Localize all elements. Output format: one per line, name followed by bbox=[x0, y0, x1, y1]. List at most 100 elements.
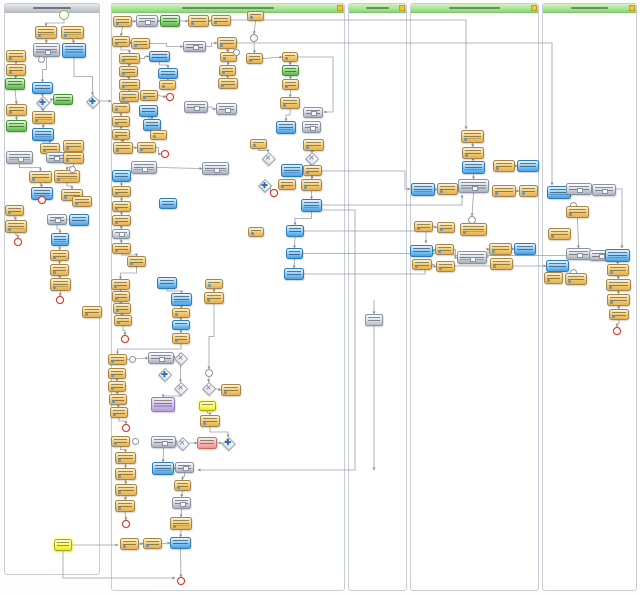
task-node[interactable] bbox=[119, 66, 138, 77]
lane-collapse-icon[interactable] bbox=[337, 5, 343, 11]
task-node[interactable] bbox=[5, 220, 27, 233]
task-node[interactable] bbox=[566, 206, 589, 218]
task-node[interactable] bbox=[150, 130, 167, 140]
end-event[interactable] bbox=[166, 93, 174, 101]
task-node[interactable] bbox=[50, 250, 69, 261]
task-node[interactable] bbox=[115, 452, 136, 464]
intermediate-event[interactable] bbox=[132, 438, 139, 445]
status-task-node[interactable] bbox=[158, 68, 178, 79]
status-task-node[interactable] bbox=[171, 293, 192, 306]
end-event[interactable] bbox=[122, 520, 130, 528]
task-node[interactable] bbox=[437, 222, 455, 233]
task-node[interactable] bbox=[248, 227, 264, 237]
task-node[interactable] bbox=[607, 294, 630, 306]
subprocess-node[interactable] bbox=[216, 103, 237, 115]
task-node[interactable] bbox=[29, 171, 52, 183]
task-node[interactable] bbox=[110, 407, 128, 418]
subprocess-node[interactable] bbox=[202, 162, 229, 175]
task-node[interactable] bbox=[282, 52, 298, 62]
task-node[interactable] bbox=[461, 130, 484, 143]
parallel-gateway[interactable]: ✚ bbox=[36, 96, 51, 111]
status-task-node[interactable] bbox=[159, 198, 177, 209]
status-task-node[interactable] bbox=[170, 537, 191, 549]
subprocess-node[interactable] bbox=[303, 107, 323, 118]
subprocess-node[interactable] bbox=[592, 184, 616, 196]
task-node[interactable] bbox=[113, 16, 132, 27]
subprocess-node[interactable] bbox=[183, 41, 206, 52]
end-event[interactable] bbox=[177, 577, 185, 585]
status-task-node[interactable] bbox=[172, 320, 190, 330]
subprocess-node[interactable] bbox=[458, 179, 489, 193]
task-node[interactable] bbox=[63, 152, 84, 164]
task-node[interactable] bbox=[6, 104, 27, 116]
lane-collapse-icon[interactable] bbox=[629, 5, 635, 11]
end-event[interactable] bbox=[38, 196, 46, 204]
highlighted-task-node[interactable] bbox=[54, 539, 72, 551]
task-node[interactable] bbox=[112, 201, 131, 212]
status-task-node[interactable] bbox=[51, 233, 69, 246]
task-node[interactable] bbox=[50, 278, 71, 291]
data-object-node[interactable] bbox=[365, 314, 383, 326]
task-node[interactable] bbox=[111, 436, 130, 447]
task-node[interactable] bbox=[113, 303, 131, 314]
task-node[interactable] bbox=[72, 196, 92, 207]
intermediate-event[interactable] bbox=[69, 166, 76, 173]
exclusive-gateway[interactable]: ✕ bbox=[176, 437, 190, 451]
subprocess-node[interactable] bbox=[148, 352, 174, 364]
subprocess-node[interactable] bbox=[151, 436, 176, 448]
task-node[interactable] bbox=[112, 129, 130, 140]
task-node[interactable] bbox=[172, 308, 190, 318]
success-task-node[interactable] bbox=[160, 15, 180, 27]
success-task-node[interactable] bbox=[282, 65, 299, 76]
end-event[interactable] bbox=[161, 150, 169, 158]
task-node[interactable] bbox=[607, 264, 629, 276]
task-node[interactable] bbox=[112, 116, 130, 127]
status-task-node[interactable] bbox=[605, 249, 630, 262]
task-node[interactable] bbox=[303, 165, 322, 176]
task-node[interactable] bbox=[280, 97, 300, 109]
subprocess-node[interactable] bbox=[302, 121, 321, 133]
parallel-gateway[interactable]: ✚ bbox=[258, 179, 273, 194]
task-node[interactable] bbox=[54, 170, 80, 183]
task-node[interactable] bbox=[61, 26, 84, 39]
end-event[interactable] bbox=[56, 296, 64, 304]
task-node[interactable] bbox=[63, 140, 84, 152]
task-node[interactable] bbox=[174, 480, 191, 491]
subprocess-node[interactable] bbox=[6, 151, 33, 164]
error-task-node[interactable] bbox=[197, 437, 217, 449]
end-event[interactable] bbox=[14, 238, 22, 246]
task-node[interactable] bbox=[437, 183, 458, 195]
task-node[interactable] bbox=[170, 517, 192, 530]
intermediate-event[interactable] bbox=[205, 369, 213, 377]
task-node[interactable] bbox=[492, 185, 516, 197]
exclusive-gateway[interactable]: ✕ bbox=[305, 152, 320, 167]
status-task-node[interactable] bbox=[69, 214, 89, 226]
task-node[interactable] bbox=[115, 468, 136, 480]
task-node[interactable] bbox=[282, 79, 299, 90]
subprocess-node[interactable] bbox=[184, 101, 208, 113]
task-node[interactable] bbox=[609, 309, 629, 320]
lane-header-1[interactable] bbox=[5, 4, 99, 13]
task-node[interactable] bbox=[32, 111, 55, 124]
status-task-node[interactable] bbox=[462, 161, 485, 174]
subprocess-node[interactable] bbox=[131, 161, 157, 174]
status-task-node[interactable] bbox=[517, 160, 539, 172]
task-node[interactable] bbox=[140, 90, 158, 101]
task-node[interactable] bbox=[109, 394, 127, 405]
task-node[interactable] bbox=[108, 354, 127, 365]
subprocess-node[interactable] bbox=[457, 251, 487, 264]
exclusive-gateway[interactable]: ✕ bbox=[202, 382, 217, 397]
subprocess-node[interactable] bbox=[47, 214, 67, 225]
exclusive-gateway[interactable]: ✕ bbox=[174, 352, 189, 367]
status-task-node[interactable] bbox=[301, 199, 322, 212]
task-node[interactable] bbox=[519, 185, 538, 197]
parallel-gateway[interactable]: ✚ bbox=[86, 95, 101, 110]
task-node[interactable] bbox=[565, 273, 587, 285]
subprocess-node[interactable] bbox=[112, 229, 130, 239]
lane-header-3[interactable] bbox=[349, 4, 406, 13]
task-node[interactable] bbox=[490, 258, 513, 270]
intermediate-event[interactable] bbox=[129, 356, 136, 363]
status-task-node[interactable] bbox=[286, 248, 303, 259]
task-node[interactable] bbox=[218, 78, 238, 89]
lane-header-5[interactable] bbox=[543, 4, 636, 13]
